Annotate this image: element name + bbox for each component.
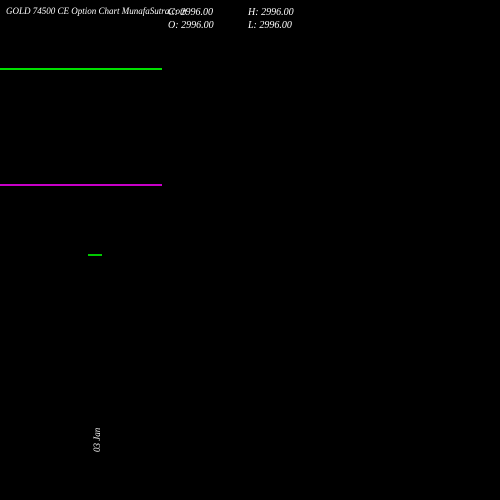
ohlc-close-value: 2996.00 (181, 7, 214, 18)
ohlc-row-2: O: 2996.00 L: 2996.00 (168, 19, 328, 32)
x-tick-label: 03 Jan (92, 428, 102, 452)
chart-title: GOLD 74500 CE Option Chart MunafaSutra.c… (6, 6, 187, 16)
indicator-line-magenta (0, 184, 162, 186)
indicator-line-green (0, 68, 162, 70)
ohlc-close: C: 2996.00 (168, 6, 248, 19)
ohlc-low: L: 2996.00 (248, 19, 328, 32)
ohlc-open: O: 2996.00 (168, 19, 248, 32)
ohlc-high-value: 2996.00 (261, 7, 294, 18)
ohlc-low-value: 2996.00 (259, 20, 292, 31)
ohlc-high: H: 2996.00 (248, 6, 328, 19)
ohlc-block: C: 2996.00 H: 2996.00 O: 2996.00 L: 2996… (168, 6, 328, 32)
candle-mark (88, 254, 102, 256)
ohlc-open-value: 2996.00 (181, 20, 214, 31)
ohlc-row-1: C: 2996.00 H: 2996.00 (168, 6, 328, 19)
